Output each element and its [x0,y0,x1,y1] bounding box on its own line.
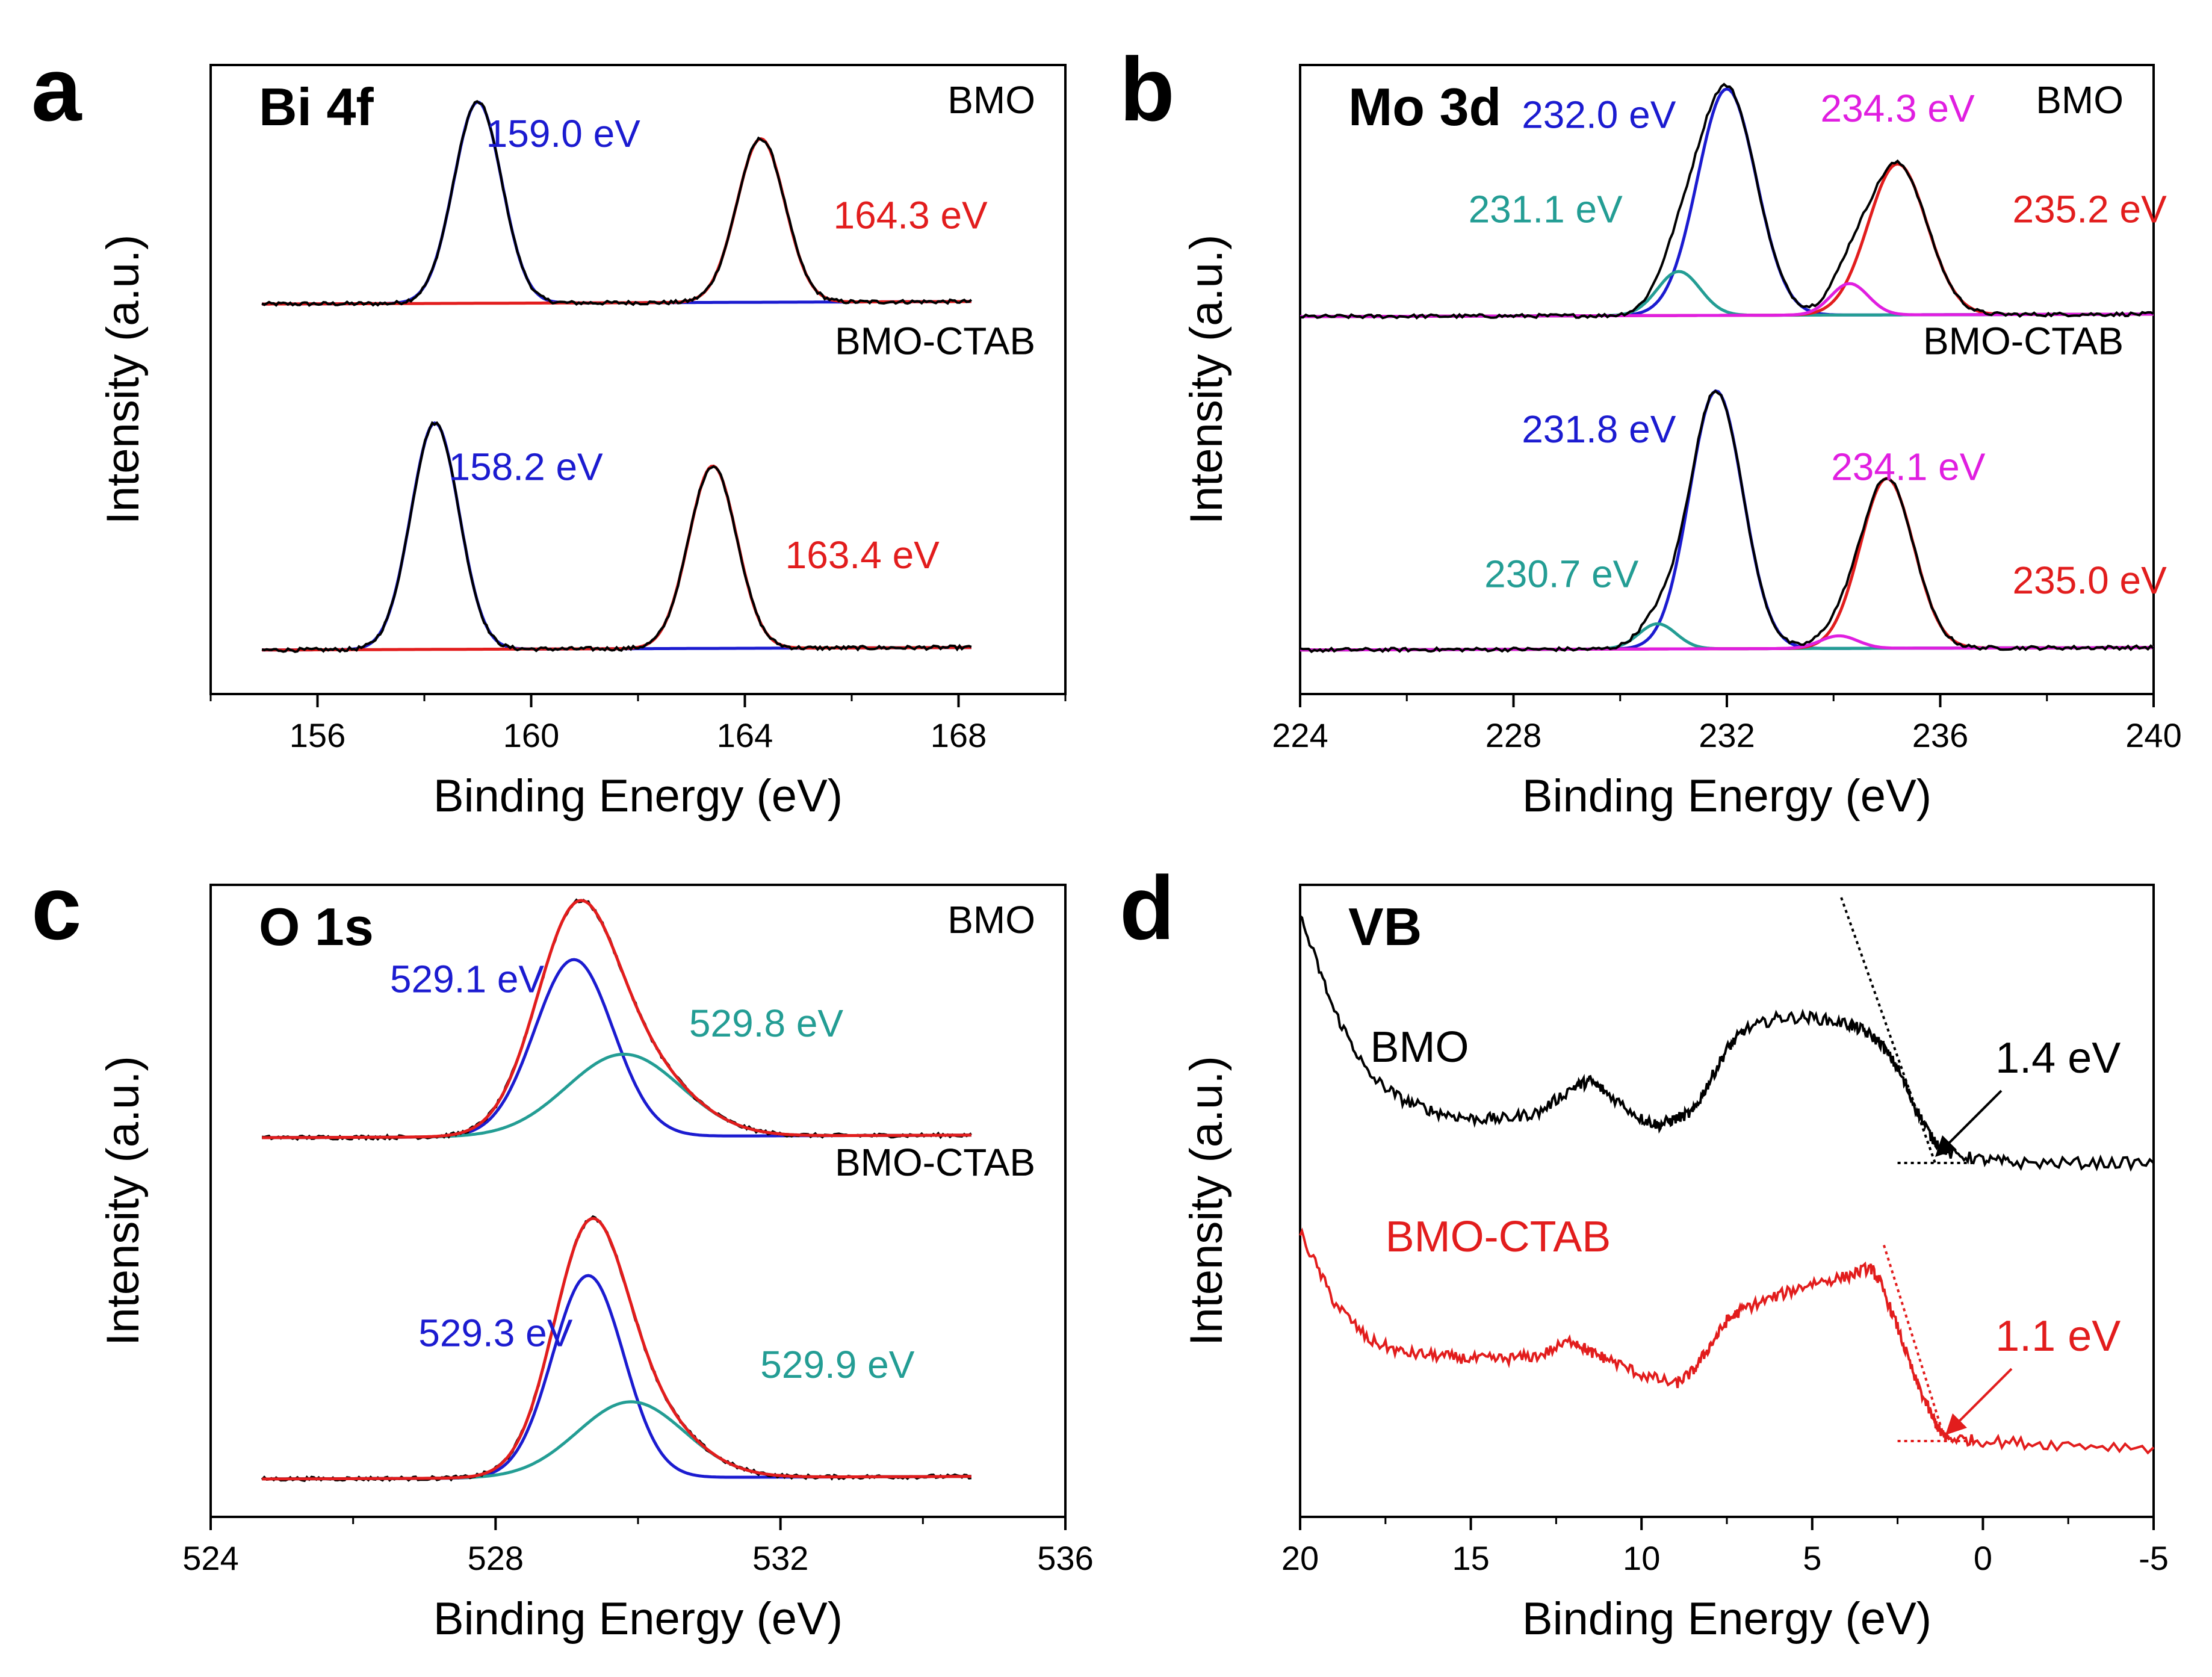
peak-label: 163.4 eV [785,533,940,577]
x-tick-label: 224 [1272,716,1328,754]
x-tick-label: 10 [1623,1539,1660,1577]
series-label: BMO-CTAB [1386,1213,1611,1261]
y-axis-title: Intensity (a.u.) [98,1056,149,1346]
sample-bmo-ctab: BMO-CTAB 158.2 eV 163.4 eV [261,320,1035,653]
x-axis-title: Binding Energy (eV) [1522,770,1932,822]
sample-bmo: BMO 159.0 eV 164.3 eV [261,78,1035,307]
sample-label: BMO-CTAB [835,1141,1035,1184]
sample-label: BMO [947,898,1035,941]
x-tick-label: 160 [503,716,559,754]
peak-label: 159.0 eV [486,112,641,155]
y-axis-title: Intensity (a.u.) [98,235,149,525]
vbm-label: 1.4 eV [1995,1034,2121,1082]
sample-bmo-ctab: BMO-CTAB 529.3 eV 529.9 eV [261,1141,1035,1483]
x-tick-label: 232 [1699,716,1755,754]
x-tick-label: 524 [182,1539,238,1577]
x-tick-label: 15 [1452,1539,1489,1577]
panel-title: Mo 3d [1348,77,1501,137]
x-tick-label: 236 [1912,716,1968,754]
x-tick-label: 0 [1974,1539,1992,1577]
x-tick-label: 528 [468,1539,524,1577]
component-teal [262,1400,971,1481]
peak-label: 164.3 eV [834,194,988,237]
peak-label: 529.1 eV [390,958,545,1001]
component-magenta [1300,634,2154,652]
component-teal [262,1052,971,1139]
vbm-label: 1.1 eV [1995,1312,2121,1360]
sample-label: BMO [2036,78,2124,122]
vb-spectrum-line [1299,915,2155,1172]
raw-data-line [1300,389,2155,654]
component-teal [1300,270,2154,318]
raw-data-line [261,421,972,653]
x-tick-label: -5 [2139,1539,2169,1577]
peak-label: 235.0 eV [2013,559,2167,602]
sample-bmo: BMO 529.1 eV 529.8 eV [261,898,1035,1141]
panel-title: O 1s [259,897,374,956]
panel-letter: c [31,857,81,958]
x-tick-label: 20 [1281,1539,1319,1577]
vbm-arrow-head [1935,1135,1957,1157]
vb-spectrum-line [1299,1227,2155,1455]
x-axis-title: Binding Energy (eV) [1522,1593,1932,1644]
panel-title: VB [1348,897,1422,956]
panel-a: 156 160 164 168 Binding Energy (eV) Intensity… [31,39,1067,822]
peak-label: 235.2 eV [2013,187,2167,231]
x-tick-label: 240 [2125,716,2181,754]
peak-label: 529.8 eV [689,1002,844,1045]
x-tick-label: 536 [1037,1539,1093,1577]
panel-b: 224 228 232 236 240 Binding Energy (eV) Intens… [1120,39,2182,822]
x-axis-title: Binding Energy (eV) [433,770,843,822]
panel-c: 524 528 532 536 Binding Energy (eV) Intensity… [31,857,1094,1644]
peak-label: 529.3 eV [418,1312,573,1355]
x-axis-title: Binding Energy (eV) [433,1593,843,1644]
x-tick-label: 156 [290,716,345,754]
edge-tangent-line [1840,897,1936,1164]
peak-label: 158.2 eV [449,445,604,489]
peak-label: 231.1 eV [1469,187,1623,231]
sample-label: BMO-CTAB [835,320,1035,363]
sample-bmo-ctab: BMO-CTAB 231.8 eV 234.1 eV 230.7 eV 235.0 eV [1300,320,2167,654]
raw-data-line [1300,82,2154,320]
fit-envelope-line [262,899,971,1139]
component-blue [1300,389,2154,652]
sample-bmo: BMO 232.0 eV 234.3 eV 231.1 eV 235.2 eV [1300,78,2167,320]
vbm-arrow-head [1945,1413,1968,1435]
y-axis-title: Intensity (a.u.) [1181,1056,1232,1346]
peak-label: 230.7 eV [1484,552,1639,595]
panel-letter: b [1120,39,1175,140]
fit-envelope-line [262,1217,971,1481]
edge-tangent-line [1883,1244,1947,1442]
x-tick-label: 532 [752,1539,808,1577]
component-teal [1300,622,2154,652]
series-bmo-ctab: 1.1 eV BMO-CTAB [1299,1213,2155,1455]
peak-label: 529.9 eV [760,1343,915,1386]
panel-d: 20 15 10 5 0 -5 Binding Energy (eV) Intensity (… [1120,857,2169,1644]
panel-letter: d [1120,857,1175,958]
peak-label: 231.8 eV [1522,408,1676,451]
x-tick-label: 228 [1486,716,1541,754]
plot-frame [209,64,1067,695]
plot-frame [209,884,1067,1518]
panel-letter: a [31,39,82,140]
sample-label: BMO-CTAB [1923,320,2124,363]
panel-title: Bi 4f [259,77,374,137]
peak-label: 232.0 eV [1522,93,1676,137]
sample-label: BMO [947,78,1035,122]
series-label: BMO [1371,1023,1469,1071]
vbm-arrow [1953,1368,2013,1428]
vbm-arrow [1942,1090,2003,1150]
raw-data-line [261,100,973,307]
plot-frame [1299,884,2155,1518]
x-tick-label: 164 [717,716,773,754]
component-blue [262,958,971,1139]
peak-label: 234.3 eV [1820,87,1975,130]
peak-label: 234.1 eV [1831,445,1986,489]
x-tick-label: 168 [931,716,987,754]
series-bmo: 1.4 eV BMO [1299,897,2155,1172]
y-axis-title: Intensity (a.u.) [1181,235,1232,525]
x-tick-label: 5 [1803,1539,1821,1577]
